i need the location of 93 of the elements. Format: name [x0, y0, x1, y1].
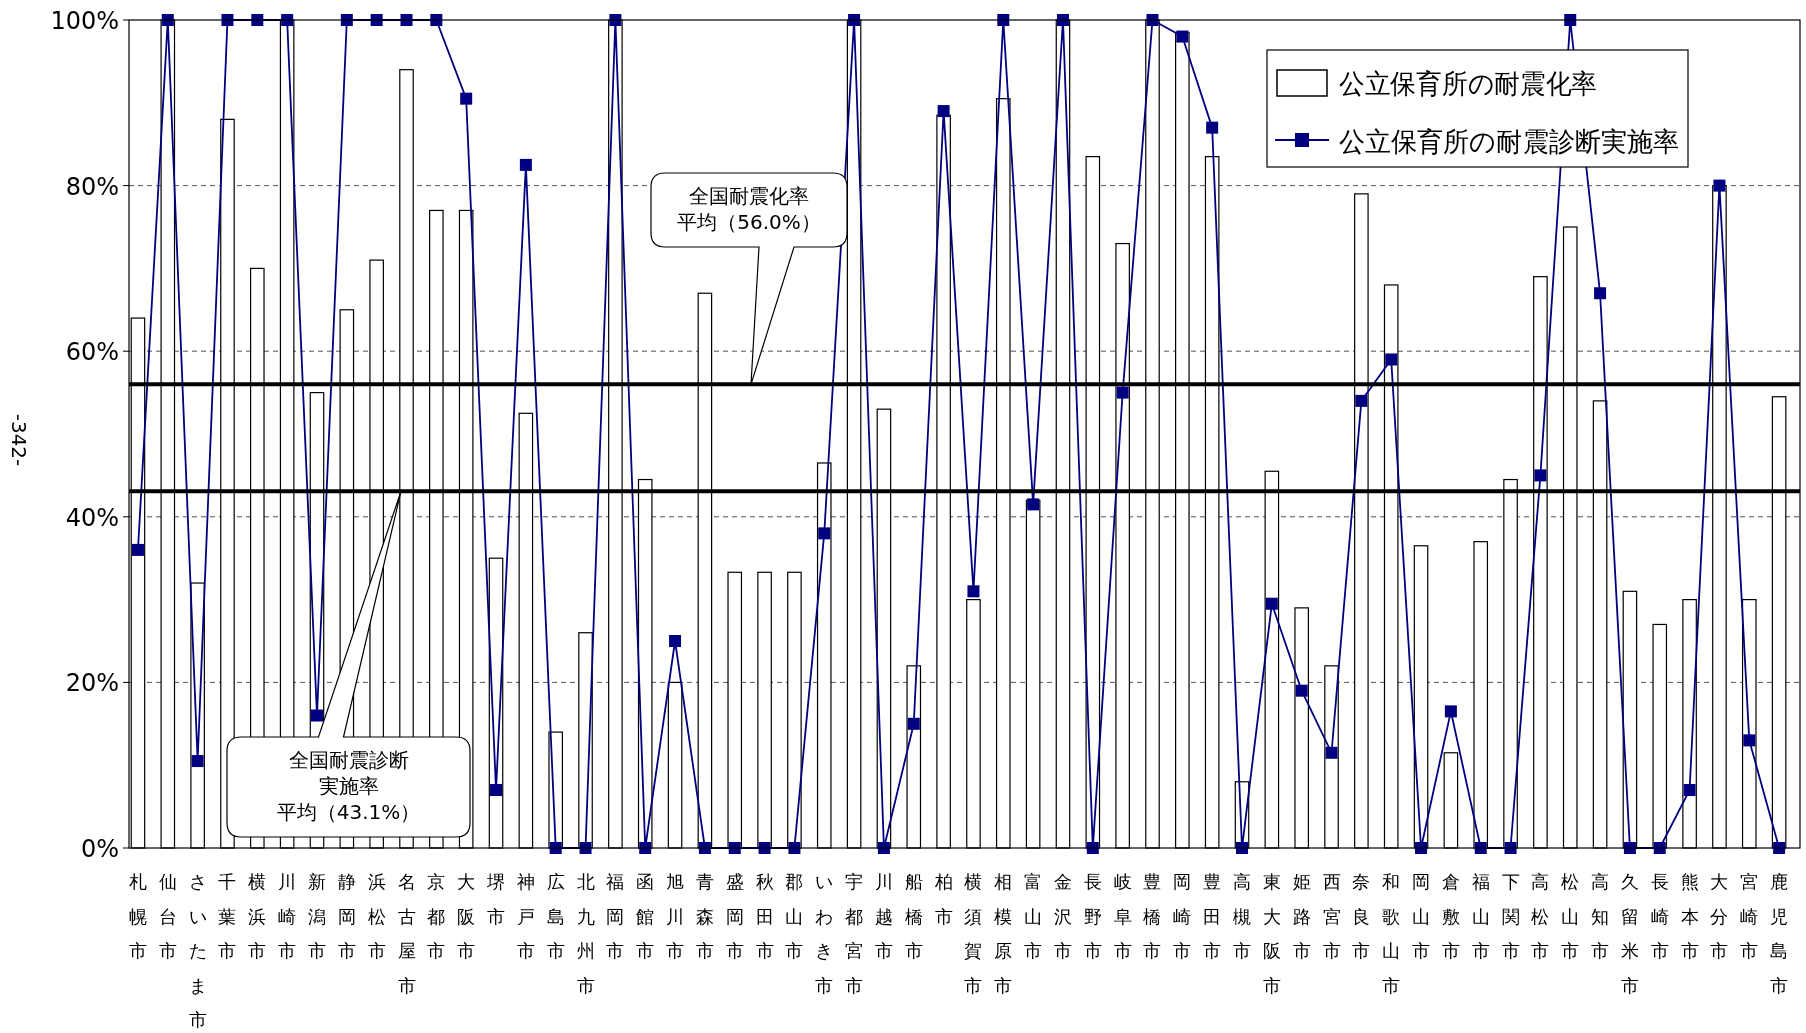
x-tick-label: 松山市	[1561, 871, 1580, 961]
x-tick-label: 相模原市	[994, 871, 1013, 996]
annotation: 全国耐震化率平均（56.0%）	[677, 184, 821, 234]
point	[907, 717, 920, 730]
point	[1385, 353, 1398, 366]
x-tick-label: 長崎市	[1650, 871, 1669, 961]
x-tick-label: 和歌山市	[1382, 871, 1401, 996]
x-tick-label: 旭川市	[666, 871, 685, 961]
x-tick-label: 堺市	[486, 871, 506, 927]
x-tick-label: 岡崎市	[1173, 871, 1192, 961]
x-tick-label: 青森市	[695, 871, 714, 961]
x-tick-label: 大分市	[1710, 871, 1729, 961]
x-tick-label: いわき市	[815, 871, 834, 996]
x-tick-label: 岐阜市	[1113, 871, 1132, 961]
y-tick-label: 40%	[65, 503, 119, 532]
point	[818, 527, 831, 540]
point	[1594, 287, 1607, 300]
point	[191, 755, 204, 768]
point	[131, 543, 144, 556]
y-tick-label: 100%	[50, 7, 119, 35]
y-tick-label: 80%	[65, 172, 119, 201]
point	[1325, 746, 1338, 759]
point	[1206, 121, 1219, 134]
x-tick-label: 郡山市	[785, 871, 804, 961]
x-tick-label: 高槻市	[1233, 871, 1252, 961]
point	[1027, 498, 1040, 511]
x-tick-label: 川越市	[874, 871, 893, 961]
x-tick-label: 浜松市	[367, 871, 386, 961]
x-tick-label: 倉敷市	[1441, 871, 1460, 961]
point	[1295, 684, 1308, 697]
point	[669, 635, 682, 647]
x-tick-label: 北九州市	[576, 871, 595, 996]
x-tick-label: 広島市	[546, 871, 565, 961]
x-tick-label: 高知市	[1591, 871, 1610, 961]
x-tick-label: 大阪市	[457, 871, 476, 961]
x-tick-label: さいたま市	[188, 871, 207, 1030]
point	[937, 105, 950, 118]
x-tick-label: 西宮市	[1322, 871, 1341, 961]
annotation: 全国耐震診断実施率平均（43.1%）	[276, 748, 421, 824]
x-tick-label: 奈良市	[1352, 871, 1371, 961]
x-tick-label: 横須賀市	[964, 871, 983, 996]
text: -342-	[7, 413, 31, 467]
x-tick-label: 鹿児島市	[1770, 871, 1789, 996]
x-tick-label: 神戸市	[516, 871, 535, 961]
x-tick-label: 東大阪市	[1262, 871, 1281, 996]
x-tick-label: 福岡市	[606, 871, 625, 961]
x-tick-label: 盛岡市	[725, 871, 744, 961]
point	[1534, 469, 1547, 482]
y-tick-label: 60%	[65, 338, 119, 367]
x-tick-label: 高松市	[1531, 871, 1550, 961]
x-tick-label: 宇都宮市	[845, 871, 864, 996]
x-tick-label: 岡山市	[1412, 871, 1431, 961]
x-tick-label: 船橋市	[904, 871, 923, 961]
x-tick-label: 札幌市	[128, 871, 147, 961]
x-tick-label: 名古屋市	[397, 871, 416, 996]
point	[1176, 30, 1189, 43]
y-tick-label: 20%	[65, 669, 119, 698]
point	[1683, 784, 1696, 797]
x-tick-label: 宮崎市	[1740, 871, 1759, 961]
x-tick-label: 函館市	[636, 871, 655, 961]
x-tick-label: 川崎市	[278, 871, 297, 961]
x-tick-label: 長野市	[1083, 871, 1102, 961]
x-tick-label: 姫路市	[1292, 871, 1311, 961]
x-tick-label: 福山市	[1471, 871, 1490, 961]
x-tick-label: 新潟市	[307, 871, 326, 961]
x-tick-label: 金沢市	[1053, 871, 1072, 961]
point	[1265, 597, 1278, 610]
point	[460, 92, 473, 105]
x-tick-label: 柏市	[933, 871, 953, 927]
point	[1116, 386, 1129, 399]
point	[1743, 734, 1756, 747]
x-tick-label: 豊田市	[1203, 871, 1222, 961]
x-tick-label: 熊本市	[1680, 871, 1699, 961]
point	[519, 158, 532, 171]
point	[1713, 179, 1726, 192]
x-tick-label: 秋田市	[755, 871, 774, 961]
x-tick-label: 豊橋市	[1143, 871, 1162, 961]
point	[967, 585, 980, 598]
y-tick-label: 0%	[80, 835, 119, 863]
point	[1355, 394, 1368, 407]
point	[1444, 705, 1457, 718]
x-tick-label: 仙台市	[158, 871, 177, 961]
point	[490, 784, 503, 797]
x-tick-label: 下関市	[1501, 871, 1520, 961]
point	[310, 709, 323, 722]
x-tick-label: 富山市	[1024, 871, 1043, 961]
x-tick-label: 千葉市	[218, 871, 237, 961]
legend-label: 公立保育所の耐震診断実施率	[1339, 126, 1691, 157]
x-tick-label: 久留米市	[1620, 871, 1639, 996]
x-tick-label: 横浜市	[248, 871, 267, 961]
x-tick-label: 京都市	[427, 871, 446, 961]
legend-label: 公立保育所の耐震化率	[1339, 68, 1610, 99]
x-tick-label: 静岡市	[337, 871, 356, 961]
